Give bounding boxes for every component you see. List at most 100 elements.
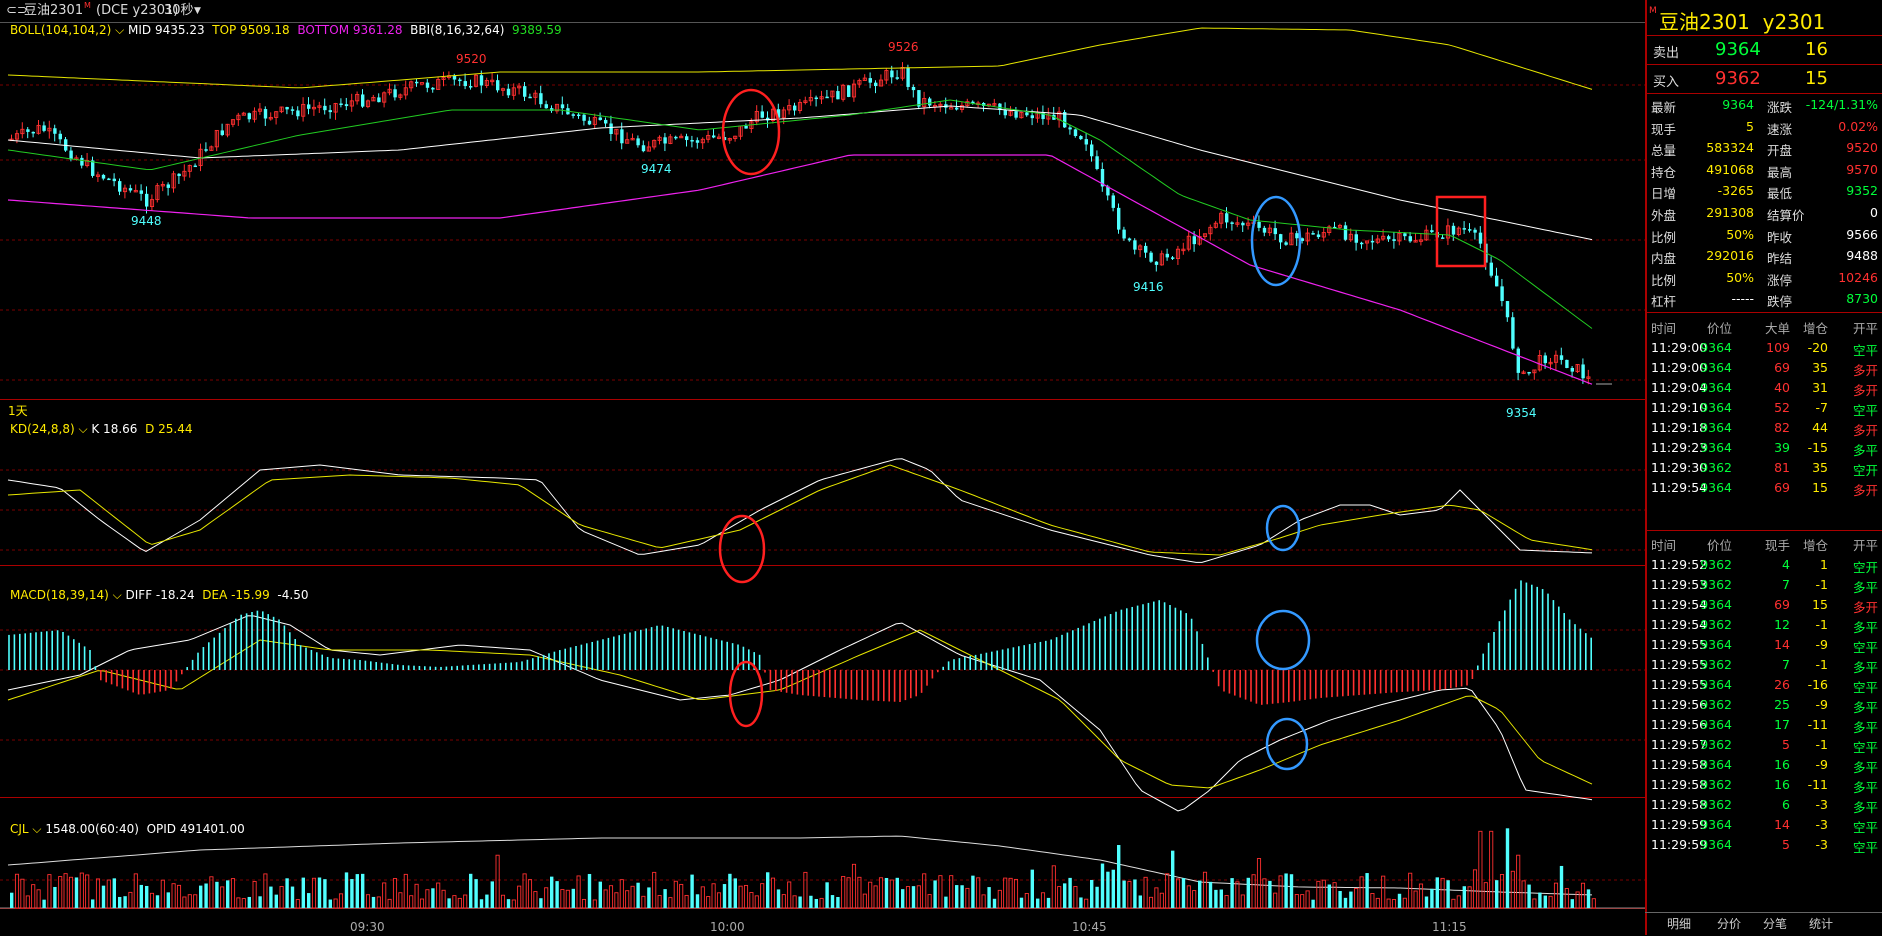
annotation-ellipse [728, 660, 764, 728]
vol-name[interactable]: CJL [10, 822, 29, 836]
table-cell: 9362 [1700, 797, 1732, 812]
volume-bar [1063, 883, 1067, 908]
candle-body [14, 133, 20, 140]
volume-bar [695, 894, 700, 908]
tab-ticks[interactable]: 分笔 [1763, 917, 1788, 931]
tab-stats[interactable]: 统计 [1809, 917, 1834, 931]
candle-body [177, 173, 181, 177]
table-row[interactable]: 11:29:10 9364 52 -7 空平 [1649, 398, 1882, 418]
table-row[interactable]: 11:29:54 9364 69 15 多开 [1649, 478, 1882, 498]
table-row[interactable]: 11:29:55 9364 26 -16 空平 [1649, 675, 1882, 695]
volume-bar [47, 874, 52, 909]
macd-name[interactable]: MACD(18,39,14) [10, 588, 109, 602]
stat-label: 杠杆 [1651, 294, 1677, 310]
chevron-down-icon[interactable]: ⌵ [111, 23, 129, 37]
table-row[interactable]: 11:29:59 9364 5 -3 空平 [1649, 835, 1882, 855]
chevron-down-icon[interactable]: ⌵ [74, 422, 92, 436]
volume-bar [1024, 893, 1029, 909]
chevron-down-icon[interactable]: ⌵ [28, 822, 46, 836]
volume-bar [323, 879, 327, 908]
table-row[interactable]: 11:29:54 9364 69 15 多开 [1649, 595, 1882, 615]
volume-bar [226, 880, 230, 908]
candle-body [458, 79, 462, 82]
candle-body [998, 103, 1002, 110]
table-row[interactable]: 11:29:23 9364 39 -15 多平 [1649, 438, 1882, 458]
volume-bar [258, 896, 262, 908]
table-row[interactable]: 11:29:00 9364 69 35 多开 [1649, 358, 1882, 378]
column-header: 开平 [1852, 321, 1878, 336]
candle-body [263, 109, 268, 119]
chevron-down-icon[interactable]: ⌵ [108, 588, 126, 602]
table-row[interactable]: 11:29:58 9362 16 -11 多平 [1649, 775, 1882, 795]
candle-body [609, 123, 613, 135]
candle-body [155, 185, 160, 201]
table-row[interactable]: 11:29:52 9362 4 1 空开 [1649, 555, 1882, 575]
candle-body [776, 109, 781, 118]
candle-body [1500, 286, 1504, 302]
stat-value: ----- [1731, 291, 1754, 307]
period-selector[interactable]: 30秒 [164, 3, 194, 18]
volume-bar [409, 895, 414, 909]
link-icon[interactable]: ⊂⊃ [6, 3, 28, 18]
table-cell: 11:29:00 [1651, 340, 1708, 355]
table-row[interactable]: 11:29:30 9362 81 35 空开 [1649, 458, 1882, 478]
table-cell: 多平 [1852, 660, 1878, 675]
table-cell: 17 [1774, 717, 1790, 732]
volume-bar [452, 895, 457, 909]
table-row[interactable]: 11:29:56 9364 17 -11 多平 [1649, 715, 1882, 735]
kd-name[interactable]: KD(24,8,8) [10, 422, 75, 436]
table-row[interactable]: 11:29:18 9364 82 44 多开 [1649, 418, 1882, 438]
macd-legend: MACD(18,39,14) ⌵ DIFF -18.24 DEA -15.99 … [10, 588, 308, 602]
table-row[interactable]: 11:29:58 9362 6 -3 多平 [1649, 795, 1882, 815]
tab-price-dist[interactable]: 分价 [1717, 917, 1742, 931]
table-row[interactable]: 11:29:58 9364 16 -9 多平 [1649, 755, 1882, 775]
candle-body [841, 84, 846, 100]
table-cell: 35 [1812, 360, 1828, 375]
chevron-down-icon[interactable]: ▼ [194, 6, 201, 16]
volume-bar [630, 885, 635, 909]
table-row[interactable]: 11:29:57 9362 5 -1 空平 [1649, 735, 1882, 755]
stat-label: 速涨 [1767, 121, 1793, 137]
volume-bar [1154, 887, 1159, 909]
volume-bar [290, 886, 295, 908]
stat-value: 9364 [1722, 97, 1754, 112]
candle-body [112, 178, 116, 182]
volume-bar [938, 875, 943, 909]
table-cell: 11:29:57 [1651, 737, 1708, 752]
sell-row[interactable]: 卖出 9364 16 [1647, 38, 1882, 62]
candle-body [500, 88, 506, 91]
candle-body [577, 114, 581, 117]
candle-body [1397, 232, 1402, 242]
volume-bar [814, 898, 818, 908]
candle-body [1175, 248, 1181, 260]
table-row[interactable]: 11:29:53 9362 7 -1 多平 [1649, 575, 1882, 595]
column-header: 增仓 [1802, 321, 1828, 336]
candle-body [922, 98, 927, 108]
table-row[interactable]: 11:29:04 9364 40 31 多开 [1649, 378, 1882, 398]
stat-label: 日增 [1651, 186, 1677, 202]
table-row[interactable]: 11:29:55 9362 7 -1 多平 [1649, 655, 1882, 675]
candle-body [582, 114, 586, 121]
table-row[interactable]: 11:29:56 9362 25 -9 多平 [1649, 695, 1882, 715]
volume-bar [436, 882, 441, 909]
stat-label: 比例 [1651, 272, 1677, 288]
candle-body [554, 103, 560, 112]
tab-detail[interactable]: 明细 [1667, 917, 1692, 931]
volume-bar [1321, 879, 1326, 909]
table-row[interactable]: 11:29:54 9362 12 -1 多平 [1649, 615, 1882, 635]
boll-name[interactable]: BOLL(104,104,2) [10, 23, 112, 37]
table-cell: 11:29:54 [1651, 480, 1708, 495]
candle-body [1073, 129, 1078, 137]
table-row[interactable]: 11:29:55 9364 14 -9 空平 [1649, 635, 1882, 655]
table-cell: 多开 [1852, 600, 1878, 615]
table-cell: 9364 [1700, 817, 1732, 832]
chart-canvas[interactable] [0, 22, 1645, 935]
table-cell: 31 [1812, 380, 1828, 395]
table-row[interactable]: 11:29:59 9364 14 -3 空平 [1649, 815, 1882, 835]
volume-bar [1090, 879, 1094, 908]
volume-bar [333, 898, 338, 909]
table-row[interactable]: 11:29:00 9364 109 -20 空平 [1649, 338, 1882, 358]
table-header: 时间 价位 大单 增仓 开平 [1649, 314, 1882, 338]
buy-row[interactable]: 买入 9362 15 [1647, 67, 1882, 91]
sell-label: 卖出 [1653, 46, 1680, 61]
